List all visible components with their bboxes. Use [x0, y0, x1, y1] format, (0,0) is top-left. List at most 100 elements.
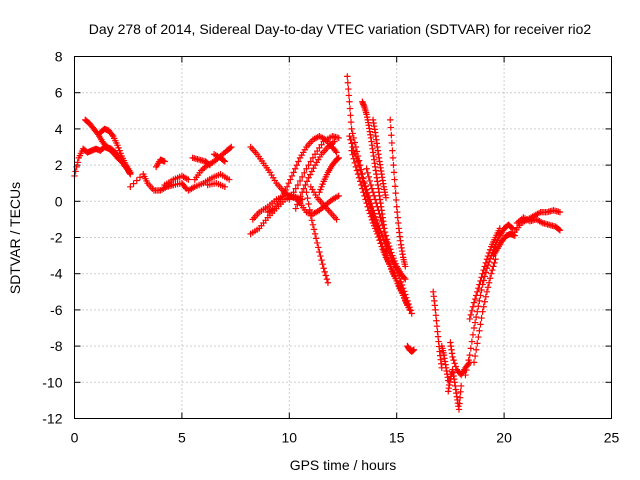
data-point — [479, 308, 486, 315]
data-point — [108, 131, 116, 138]
data-point — [468, 307, 476, 315]
data-point — [356, 178, 364, 185]
y-tick-label: 4 — [55, 121, 63, 137]
series-arc-39 — [513, 214, 564, 234]
data-point — [290, 169, 297, 176]
series-arc-19 — [303, 189, 332, 286]
data-point — [350, 155, 357, 162]
data-point — [496, 225, 504, 232]
data-point — [322, 272, 330, 279]
series-arc-15 — [264, 132, 340, 216]
data-point — [388, 132, 395, 139]
series-arc-5 — [152, 156, 168, 171]
data-point — [364, 203, 371, 210]
data-point — [369, 189, 377, 196]
y-tick-label: -4 — [50, 266, 63, 282]
data-point — [314, 239, 321, 247]
data-point — [402, 263, 409, 270]
data-point — [205, 160, 212, 168]
data-point — [317, 252, 324, 260]
data-point — [335, 154, 342, 162]
data-point — [472, 292, 480, 299]
data-point — [462, 371, 469, 379]
data-point — [294, 181, 302, 189]
data-point — [345, 85, 352, 93]
data-point — [486, 275, 494, 282]
data-point — [352, 163, 360, 171]
data-point — [185, 176, 192, 183]
data-point — [377, 240, 384, 247]
data-point — [301, 169, 308, 176]
data-point — [181, 184, 189, 191]
data-point — [394, 208, 401, 216]
data-point — [320, 265, 327, 272]
data-point — [463, 366, 470, 374]
data-point — [310, 165, 317, 172]
data-point — [469, 303, 477, 310]
data-point — [408, 310, 415, 317]
data-point — [382, 232, 390, 239]
data-point — [365, 207, 372, 214]
data-point — [481, 263, 488, 270]
data-point — [354, 170, 362, 178]
data-point — [227, 144, 234, 152]
data-point — [489, 266, 496, 274]
series-arc-17 — [292, 138, 338, 212]
data-point — [375, 207, 382, 214]
data-point — [331, 138, 338, 145]
data-point — [390, 169, 398, 176]
x-tick-label: 20 — [496, 430, 512, 446]
data-point — [483, 256, 491, 263]
data-point — [391, 183, 399, 190]
data-point — [404, 301, 411, 308]
data-point — [332, 147, 339, 155]
data-point — [470, 324, 478, 332]
data-point — [455, 406, 463, 413]
data-point — [481, 298, 488, 305]
data-point — [300, 185, 307, 192]
series-arc-12 — [247, 143, 297, 201]
data-point — [467, 311, 475, 319]
data-point — [221, 183, 229, 191]
data-point — [474, 308, 481, 315]
data-point — [311, 230, 319, 238]
data-point — [476, 297, 483, 305]
data-point — [303, 165, 310, 172]
data-point — [387, 124, 394, 131]
data-point — [450, 356, 457, 364]
data-point — [469, 331, 477, 338]
data-point — [391, 176, 398, 183]
data-point — [377, 214, 384, 221]
data-point — [468, 338, 476, 345]
data-point — [457, 388, 464, 396]
data-point — [432, 306, 439, 314]
data-point — [375, 233, 382, 241]
data-point — [393, 203, 400, 210]
data-point — [292, 165, 299, 172]
x-tick-label: 25 — [604, 430, 620, 446]
data-point — [344, 79, 352, 86]
data-point — [360, 189, 367, 196]
series-arc-20 — [307, 183, 340, 223]
series-arc-16 — [286, 132, 342, 203]
data-point — [433, 322, 441, 330]
data-point — [297, 193, 304, 200]
data-point — [348, 140, 355, 147]
data-point — [383, 236, 391, 243]
data-point — [397, 278, 405, 286]
data-point — [305, 174, 312, 181]
data-point — [305, 200, 312, 208]
data-point — [309, 154, 317, 162]
data-point — [302, 181, 309, 189]
data-point — [220, 157, 227, 164]
data-point — [483, 288, 491, 295]
data-point — [228, 143, 235, 151]
data-point — [384, 239, 392, 247]
data-point — [372, 196, 379, 203]
data-point — [401, 274, 408, 281]
data-point — [130, 180, 137, 187]
series-arc-6 — [161, 172, 192, 189]
data-point — [346, 132, 353, 140]
data-point — [288, 172, 296, 180]
